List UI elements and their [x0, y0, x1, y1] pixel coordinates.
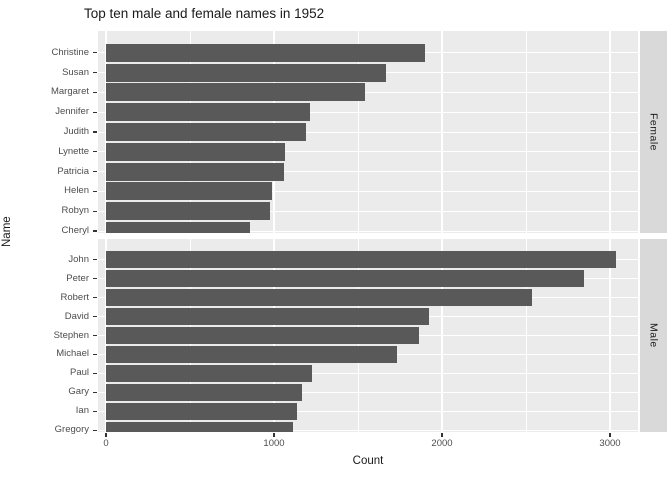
y-tick-label-michael: Michael	[56, 348, 89, 360]
y-tick-label-robert: Robert	[60, 291, 89, 303]
y-tick-label-margaret: Margaret	[50, 86, 89, 98]
y-tick-mark	[92, 334, 97, 337]
y-tick-mark	[92, 131, 97, 133]
y-tick-label-robyn: Robyn	[61, 205, 89, 217]
x-tick-mark	[273, 432, 275, 437]
x-axis-title: Count	[352, 455, 384, 467]
y-tick-mark	[92, 171, 97, 173]
y-tick-mark	[92, 353, 97, 355]
y-tick-label-judith: Judith	[63, 126, 89, 137]
bar-christine	[106, 43, 426, 62]
row-gridline	[98, 190, 638, 192]
bar-margaret	[106, 83, 365, 102]
y-tick-mark	[92, 111, 97, 113]
row-gridline	[98, 429, 638, 431]
y-tick-label-ian: Ian	[75, 405, 89, 417]
y-tick-label-john: John	[68, 253, 89, 265]
y-tick-mark	[92, 297, 97, 299]
y-tick-label-patricia: Patricia	[57, 165, 89, 177]
y-tick-mark	[92, 410, 97, 412]
bar-john	[106, 251, 616, 269]
y-tick-mark	[92, 91, 97, 93]
y-tick-mark	[92, 190, 97, 192]
y-tick-label-gary: Gary	[68, 386, 89, 398]
x-tick-label-1000: 1000	[263, 438, 285, 449]
y-tick-mark	[92, 210, 97, 212]
row-gridline	[98, 151, 638, 153]
y-tick-mark	[92, 259, 97, 261]
bar-ian	[106, 402, 297, 420]
bar-stephen	[106, 327, 420, 344]
y-tick-label-david: David	[64, 310, 89, 322]
bar-robyn	[106, 202, 270, 221]
bar-david	[106, 308, 430, 326]
bar-judith	[106, 123, 306, 141]
facet-strip-male: Male	[640, 239, 667, 432]
y-tick-mark	[92, 52, 97, 54]
y-tick-mark	[92, 372, 97, 374]
row-gridline	[98, 91, 638, 93]
row-gridline	[98, 171, 638, 173]
row-gridline	[98, 391, 638, 393]
row-gridline	[98, 230, 638, 232]
y-tick-label-peter: Peter	[66, 272, 89, 284]
y-tick-mark	[92, 429, 97, 431]
y-tick-label-christine: Christine	[51, 46, 90, 58]
y-tick-label-stephen: Stephen	[53, 329, 89, 341]
y-tick-mark	[92, 316, 97, 318]
y-tick-mark	[92, 391, 97, 393]
bar-peter	[106, 270, 584, 288]
bar-patricia	[106, 162, 285, 181]
y-tick-label-cheryl: Cheryl	[61, 225, 89, 236]
y-tick-label-susan: Susan	[62, 66, 89, 78]
bar-susan	[106, 63, 386, 82]
row-gridline	[98, 372, 638, 374]
x-tick-mark	[105, 432, 107, 437]
y-tick-mark	[92, 278, 97, 280]
row-gridline	[98, 111, 638, 113]
y-tick-label-helen: Helen	[64, 185, 89, 197]
bar-gary	[106, 383, 302, 401]
y-tick-label-paul: Paul	[69, 367, 89, 379]
y-tick-mark	[92, 151, 97, 153]
y-tick-mark	[92, 72, 97, 74]
row-gridline	[98, 131, 638, 133]
bar-cheryl	[106, 222, 250, 233]
row-gridline	[98, 410, 638, 412]
facet-strip-label: Female	[647, 112, 660, 151]
facet-panel-female	[98, 31, 638, 233]
bar-lynette	[106, 142, 285, 161]
bar-robert	[106, 289, 532, 307]
bar-helen	[106, 182, 273, 201]
y-tick-label-lynette: Lynette	[58, 145, 89, 157]
x-tick-mark	[609, 432, 611, 437]
x-tick-label-3000: 3000	[599, 438, 621, 449]
bar-gregory	[106, 421, 293, 432]
y-tick-mark	[92, 230, 97, 232]
facet-strip-female: Female	[640, 31, 667, 233]
facet-strip-label: Male	[647, 323, 660, 348]
facet-panel-male	[98, 239, 638, 432]
x-tick-mark	[441, 432, 443, 437]
bar-jennifer	[106, 103, 311, 122]
bar-paul	[106, 364, 312, 382]
bar-michael	[106, 345, 397, 363]
x-tick-label-0: 0	[103, 438, 109, 449]
y-tick-label-jennifer: Jennifer	[55, 106, 89, 118]
chart-title: Top ten male and female names in 1952	[84, 6, 325, 21]
y-tick-label-gregory: Gregory	[54, 424, 89, 436]
x-tick-label-2000: 2000	[431, 438, 453, 449]
row-gridline	[98, 210, 638, 212]
